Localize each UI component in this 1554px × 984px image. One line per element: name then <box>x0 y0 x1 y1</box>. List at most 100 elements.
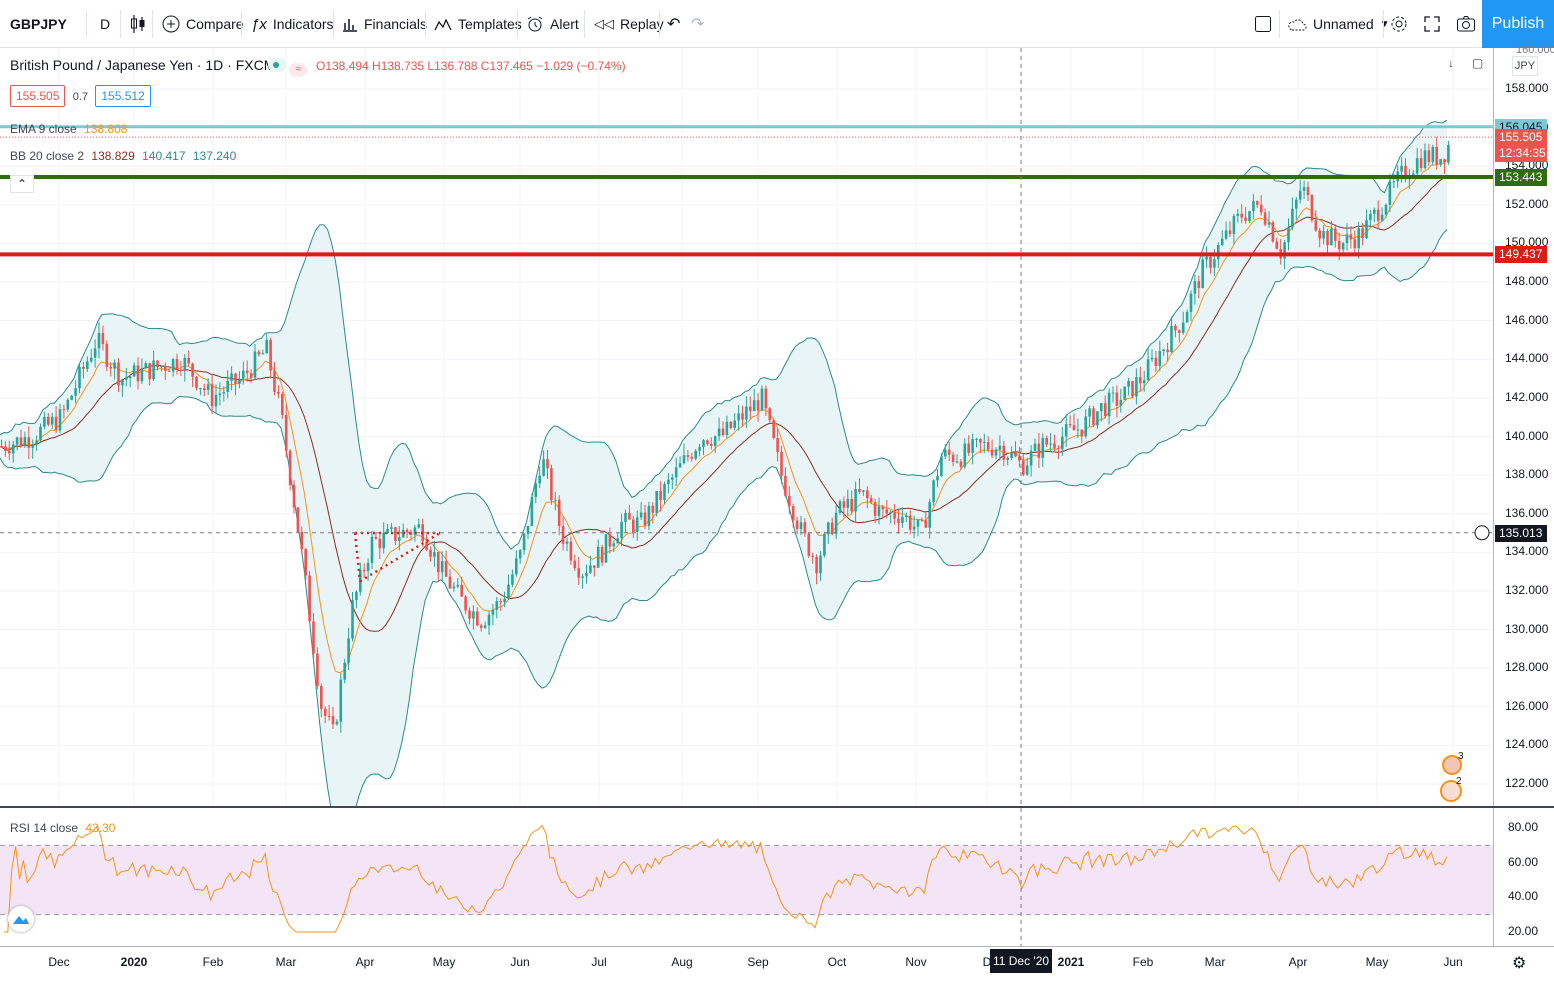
candle-body <box>62 409 66 411</box>
undo-button[interactable]: ↶ <box>667 0 680 48</box>
candle-body <box>1263 212 1267 225</box>
collapse-legend-button[interactable]: ⌃ <box>10 175 34 193</box>
download-button[interactable]: ↓ <box>1448 56 1454 70</box>
candle-body <box>628 512 631 520</box>
candle-body <box>249 373 253 378</box>
candle-body <box>347 638 350 663</box>
multi-chart-layout-button[interactable] <box>1254 0 1272 48</box>
candle-body <box>1259 204 1263 213</box>
candle-body <box>671 477 674 480</box>
interval-button[interactable]: D <box>100 16 111 32</box>
event-badge-bottom[interactable]: 2 <box>1440 776 1474 802</box>
price-tag: 155.505 <box>1495 129 1547 147</box>
price-axis[interactable]: 160.000 JPY 158.000156.000154.000152.000… <box>1493 44 1554 806</box>
axis-settings-button[interactable]: ⚙ <box>1512 953 1526 973</box>
rsi-axis[interactable]: 80.00 60.00 40.00 20.00 <box>1493 808 1554 946</box>
candle-body <box>472 611 475 619</box>
candle-body <box>362 569 366 572</box>
candle-body <box>1435 146 1438 165</box>
candle-body <box>253 351 257 378</box>
redo-button[interactable]: ↷ <box>691 0 704 48</box>
candle-body <box>378 538 382 549</box>
tradingview-logo[interactable] <box>8 906 34 932</box>
candle-body <box>908 515 912 530</box>
toolbar-divider <box>1383 10 1384 38</box>
price-tick: 140.000 <box>1505 428 1549 443</box>
candle-body <box>920 519 924 521</box>
maximize-pane-button[interactable]: ▢ <box>1472 56 1483 70</box>
replay-button[interactable]: ◁◁ Replay <box>594 0 664 48</box>
candle-body <box>577 568 580 578</box>
rsi-pane[interactable]: RSI 14 close 43.30 <box>0 808 1493 946</box>
candle-body <box>1115 392 1119 406</box>
candle-body <box>1373 209 1376 214</box>
fullscreen-button[interactable] <box>1424 0 1440 48</box>
candle-body <box>191 363 194 377</box>
candle-body <box>1361 228 1364 239</box>
candle-body <box>444 561 448 577</box>
candle-body <box>1096 411 1099 426</box>
ema-legend[interactable]: EMA 9 close 138.808 <box>10 122 127 136</box>
time-tick: Apr <box>355 955 375 969</box>
currency-label[interactable]: JPY <box>1512 56 1538 76</box>
candle-body <box>1053 443 1056 449</box>
financials-button[interactable]: Financials <box>342 0 427 48</box>
pane-separator[interactable] <box>0 806 1554 808</box>
candle-body <box>222 391 226 394</box>
bar-chart-icon <box>343 19 357 32</box>
event-badge-top[interactable]: 3 <box>1442 751 1472 775</box>
price-tag: 149.437 <box>1495 246 1547 264</box>
bollinger-lower-line <box>0 229 1448 806</box>
candle-body <box>156 360 159 368</box>
chart-type-button[interactable] <box>130 0 146 48</box>
toolbar-divider <box>517 10 518 38</box>
ema-value: 138.808 <box>84 122 128 136</box>
candle-body <box>1244 217 1247 221</box>
candle-body <box>199 388 202 390</box>
candle-body <box>93 348 97 358</box>
candle-body <box>573 560 577 569</box>
candle-body <box>1146 359 1150 381</box>
candle-body <box>242 370 245 379</box>
time-axis[interactable]: Dec 2020 Feb Mar Apr May Jun Jul Aug Sep Oct Nov D 20… <box>0 946 1554 984</box>
time-tick: Aug <box>671 955 693 969</box>
bb-legend[interactable]: BB 20 close 2 138.829 140.417 137.240 <box>10 149 236 163</box>
candle-body <box>546 459 549 469</box>
time-tick: Mar <box>1204 955 1226 969</box>
alert-button[interactable]: Alert <box>526 0 579 48</box>
candle-body <box>955 461 959 463</box>
candle-body <box>975 438 978 440</box>
candle-body <box>425 541 428 551</box>
candle-body <box>366 562 370 572</box>
candle-body <box>1388 181 1392 205</box>
price-tag: 153.443 <box>1495 168 1547 186</box>
candle-body <box>179 369 183 371</box>
candle-body <box>234 373 237 384</box>
rsi-tick: 40.00 <box>1508 889 1539 904</box>
indicators-button[interactable]: ƒx Indicators <box>251 0 334 48</box>
candle-body <box>1423 150 1427 169</box>
time-tick: Oct <box>827 955 847 969</box>
toolbar-divider <box>333 10 334 38</box>
snapshot-button[interactable] <box>1456 0 1476 48</box>
templates-button[interactable]: Templates <box>434 0 522 48</box>
candle-body <box>932 480 935 503</box>
candle-body <box>160 366 163 368</box>
main-chart-pane[interactable]: British Pound / Japanese Yen · 1D · FXCM… <box>0 48 1493 806</box>
candle-body <box>1349 234 1353 240</box>
rsi-legend[interactable]: RSI 14 close 43.30 <box>10 821 115 835</box>
layout-name-button[interactable]: Unnamed ▼ <box>1287 0 1390 48</box>
candle-body <box>729 421 733 428</box>
publish-button[interactable]: Publish <box>1482 0 1554 48</box>
symbol-search-button[interactable]: GBPJPY <box>10 16 67 32</box>
ask-price[interactable]: 155.512 <box>95 85 151 107</box>
bid-price[interactable]: 155.505 <box>10 85 66 107</box>
compare-button[interactable]: Compare <box>162 0 244 48</box>
candle-body <box>1123 386 1126 400</box>
candle-body <box>686 455 690 457</box>
settings-button[interactable] <box>1390 0 1408 48</box>
candle-body <box>1022 460 1025 475</box>
candle-body <box>245 370 249 374</box>
price-tick: 132.000 <box>1505 582 1549 597</box>
